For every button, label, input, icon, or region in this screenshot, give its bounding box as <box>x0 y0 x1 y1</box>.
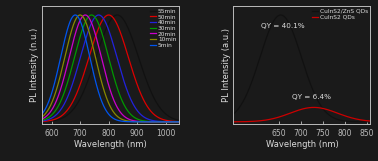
10min <box>39 116 44 118</box>
55min <box>92 62 96 64</box>
30min <box>92 15 96 17</box>
CuInS2/ZnS QDs <box>284 18 288 19</box>
30min <box>55 107 59 109</box>
20min <box>39 118 44 120</box>
40min <box>174 121 178 123</box>
30min <box>174 121 178 123</box>
Legend: 55min, 50min, 40min, 30min, 20min, 10min, 5min: 55min, 50min, 40min, 30min, 20min, 10min… <box>149 8 177 48</box>
20min <box>98 51 102 53</box>
40min <box>55 113 59 115</box>
50min <box>63 112 68 114</box>
5min <box>98 96 102 98</box>
CuInS2/ZnS QDs <box>279 14 283 16</box>
Line: 30min: 30min <box>42 15 178 122</box>
20min <box>176 121 181 123</box>
CuInS2 QDs <box>255 120 259 122</box>
CuInS2 QDs <box>351 117 355 119</box>
Line: CuInS2 QDs: CuInS2 QDs <box>233 107 370 122</box>
CuInS2 QDs <box>284 114 288 116</box>
CuInS2 QDs <box>368 120 373 122</box>
50min <box>106 14 111 16</box>
CuInS2 QDs <box>311 106 316 108</box>
30min <box>98 27 102 29</box>
50min <box>55 117 59 119</box>
55min <box>39 121 44 123</box>
20min <box>159 121 163 123</box>
30min <box>159 121 163 123</box>
CuInS2/ZnS QDs <box>247 88 251 90</box>
5min <box>92 75 96 77</box>
55min <box>115 14 119 16</box>
10min <box>78 14 82 16</box>
20min <box>63 72 68 74</box>
50min <box>98 24 102 26</box>
Legend: CuInS2/ZnS QDs, CuInS2 QDs: CuInS2/ZnS QDs, CuInS2 QDs <box>311 8 369 20</box>
Line: 20min: 20min <box>42 15 178 122</box>
40min <box>159 121 163 123</box>
55min <box>63 115 68 117</box>
50min <box>159 118 163 120</box>
40min <box>96 14 101 16</box>
20min <box>83 14 88 16</box>
Line: CuInS2/ZnS QDs: CuInS2/ZnS QDs <box>233 15 370 122</box>
20min <box>55 98 59 100</box>
CuInS2/ZnS QDs <box>255 65 259 67</box>
50min <box>92 40 96 42</box>
5min <box>73 14 77 16</box>
30min <box>39 119 44 121</box>
CuInS2 QDs <box>366 120 370 122</box>
Line: 55min: 55min <box>42 15 178 122</box>
Y-axis label: PL Intensity (n.u.): PL Intensity (n.u.) <box>31 28 39 102</box>
30min <box>176 121 181 123</box>
CuInS2/ZnS QDs <box>231 113 235 115</box>
5min <box>39 114 44 115</box>
10min <box>63 54 68 56</box>
Line: 10min: 10min <box>42 15 178 122</box>
40min <box>98 14 102 16</box>
CuInS2 QDs <box>247 121 251 123</box>
10min <box>159 121 163 123</box>
CuInS2/ZnS QDs <box>351 121 355 123</box>
10min <box>92 51 96 53</box>
Text: QY = 40.1%: QY = 40.1% <box>261 23 304 29</box>
5min <box>174 121 178 123</box>
40min <box>92 17 96 19</box>
30min <box>63 88 68 90</box>
40min <box>39 120 44 122</box>
55min <box>159 108 163 110</box>
Line: 40min: 40min <box>42 15 178 122</box>
40min <box>176 121 181 123</box>
10min <box>174 121 178 123</box>
50min <box>176 121 181 123</box>
40min <box>63 101 68 103</box>
X-axis label: Wavelength (nm): Wavelength (nm) <box>266 140 338 149</box>
5min <box>55 71 59 73</box>
20min <box>174 121 178 123</box>
CuInS2/ZnS QDs <box>290 29 294 31</box>
Line: 50min: 50min <box>42 15 178 122</box>
Text: QY = 6.4%: QY = 6.4% <box>292 94 331 100</box>
5min <box>63 36 68 38</box>
30min <box>89 14 94 16</box>
5min <box>176 121 181 123</box>
50min <box>39 121 44 123</box>
55min <box>55 119 59 121</box>
10min <box>98 76 102 77</box>
X-axis label: Wavelength (nm): Wavelength (nm) <box>74 140 146 149</box>
Y-axis label: PL Intensity (a.u.): PL Intensity (a.u.) <box>222 28 231 102</box>
20min <box>92 29 96 31</box>
10min <box>176 121 181 123</box>
5min <box>159 121 163 123</box>
55min <box>176 119 181 121</box>
Line: 5min: 5min <box>42 15 178 122</box>
CuInS2/ZnS QDs <box>366 121 370 123</box>
55min <box>98 44 102 46</box>
CuInS2 QDs <box>231 121 235 123</box>
CuInS2 QDs <box>290 112 294 114</box>
50min <box>174 121 178 123</box>
CuInS2/ZnS QDs <box>368 121 373 123</box>
55min <box>174 118 178 120</box>
10min <box>55 86 59 88</box>
